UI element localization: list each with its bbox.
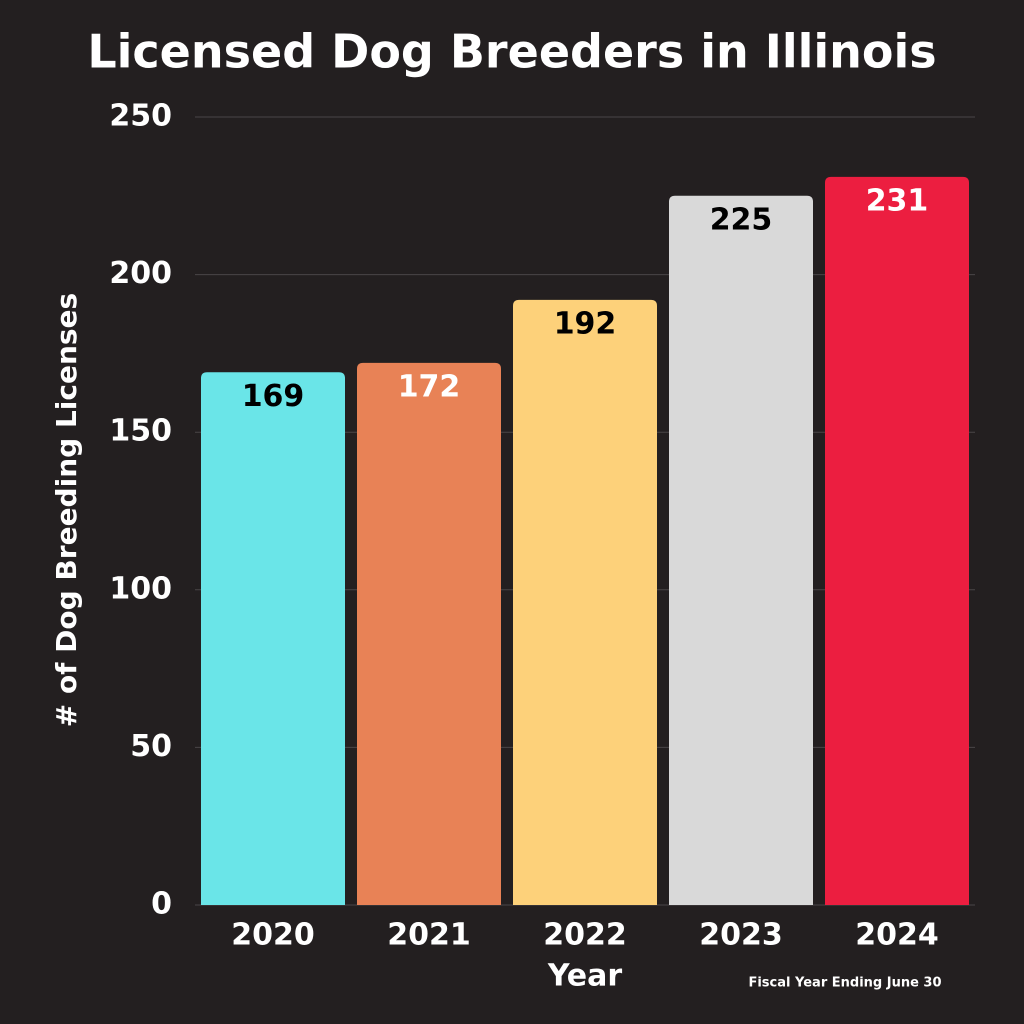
x-axis-label: Year	[547, 959, 623, 994]
y-tick-label: 100	[109, 571, 172, 606]
x-tick-label: 2023	[699, 918, 783, 953]
y-axis-label: # of Dog Breeding Licenses	[50, 293, 83, 727]
note: Fiscal Year Ending June 30	[748, 976, 941, 991]
x-tick-label: 2020	[231, 918, 315, 953]
value-label: 225	[710, 202, 773, 237]
x-tick-label: 2022	[543, 918, 627, 953]
y-tick-label: 50	[130, 729, 172, 764]
y-tick-label: 150	[109, 414, 172, 449]
x-tick-label: 2021	[387, 918, 471, 953]
bar	[825, 176, 969, 905]
value-label: 169	[242, 379, 305, 414]
bar	[513, 299, 657, 905]
bar	[357, 362, 501, 906]
bar	[201, 372, 345, 905]
value-label: 192	[554, 306, 617, 341]
chart-title: Licensed Dog Breeders in Illinois	[87, 25, 936, 79]
y-tick-label: 250	[109, 99, 172, 134]
bar	[669, 195, 813, 906]
y-tick-label: 0	[151, 887, 172, 922]
y-tick-label: 200	[109, 256, 172, 291]
value-label: 172	[398, 369, 461, 404]
x-tick-label: 2024	[855, 918, 939, 953]
value-label: 231	[866, 183, 929, 218]
